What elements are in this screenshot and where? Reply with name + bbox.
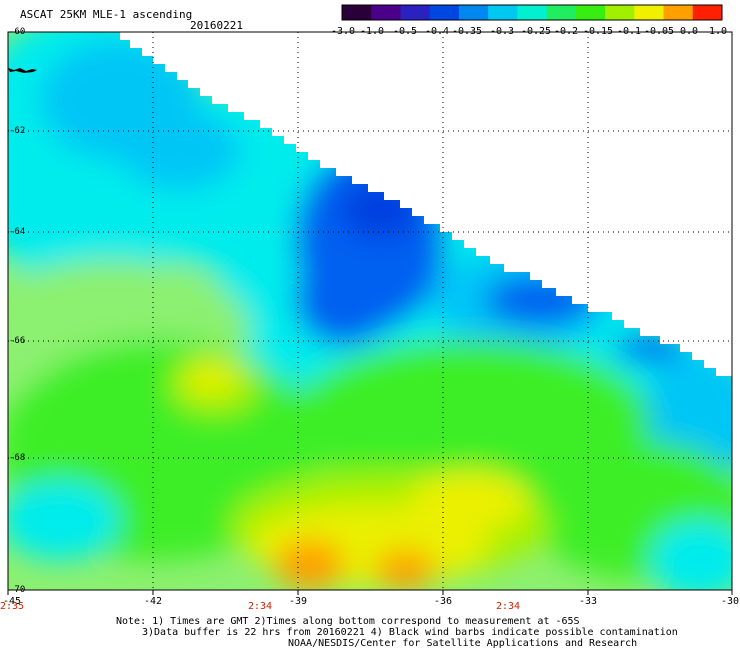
colorbar-label: -0.05 <box>643 26 675 37</box>
lon-label: -30 <box>720 596 740 607</box>
lat-label: -60 <box>9 27 26 37</box>
colorbar-label: -0.5 <box>392 26 418 37</box>
colorbar-swatch <box>546 5 577 20</box>
field-patch <box>375 550 435 590</box>
map-frame <box>7 31 733 591</box>
field-patch <box>615 334 685 362</box>
lon-label: -36 <box>433 596 453 607</box>
colorbar-swatch <box>517 5 548 20</box>
field-patch <box>120 110 240 190</box>
lat-label: -66 <box>9 336 26 346</box>
colorbar-swatch <box>605 5 635 20</box>
colorbar-label: -0.3 <box>489 26 515 37</box>
lat-label: -70 <box>9 585 26 595</box>
colorbar-label: -1.0 <box>359 26 385 37</box>
field-patch <box>185 362 235 394</box>
swath-field <box>8 32 732 590</box>
field-patch <box>340 180 420 240</box>
colorbar-label: 0.0 <box>679 26 699 37</box>
colorbar-label: -0.15 <box>582 26 614 37</box>
colorbar-label: -0.2 <box>553 26 579 37</box>
field-patch <box>275 540 345 590</box>
lon-label: -39 <box>288 596 308 607</box>
colorbar-label: 1.0 <box>708 26 728 37</box>
graticule <box>7 32 733 595</box>
colorbar-label: -0.4 <box>424 26 450 37</box>
lon-label: -45 <box>2 596 22 607</box>
field-patch <box>8 480 120 560</box>
colorbar-swatch <box>663 5 694 20</box>
note-line-2: 3)Data buffer is 22 hrs from 20160221 4)… <box>142 627 678 638</box>
field-patch <box>290 340 650 500</box>
lon-label: -42 <box>143 596 163 607</box>
coastline-fragment <box>8 68 37 73</box>
field-patch <box>410 470 530 530</box>
field-patch <box>650 520 732 590</box>
note-line-3: NOAA/NESDIS/Center for Satellite Applica… <box>288 638 638 649</box>
lat-label: -64 <box>9 227 26 237</box>
colorbar-swatch <box>458 5 489 20</box>
map-title: ASCAT 25KM MLE-1 ascending <box>20 8 193 21</box>
note-line-1: Note: 1) Times are GMT 2)Times along bot… <box>116 616 580 627</box>
time-label: 2:35 <box>0 601 25 612</box>
map-date: 20160221 <box>190 19 243 32</box>
colorbar-label: -0.35 <box>451 26 483 37</box>
colorbar-swatch <box>371 5 401 20</box>
colorbar-swatch <box>400 5 431 20</box>
field-patch <box>485 275 595 325</box>
colorbar-swatch <box>634 5 665 20</box>
lon-label: -33 <box>578 596 598 607</box>
lat-label: -62 <box>9 126 26 136</box>
field-patch <box>295 255 395 345</box>
colorbar-swatch <box>342 5 372 20</box>
colorbar-label: -0.1 <box>616 26 642 37</box>
time-label: 2:34 <box>247 601 273 612</box>
colorbar-label: -3.0 <box>330 26 356 37</box>
colorbar-label: -0.25 <box>520 26 552 37</box>
colorbar-swatch <box>429 5 460 20</box>
colorbar <box>341 4 723 21</box>
colorbar-swatch <box>692 5 723 20</box>
colorbar-swatch <box>488 5 518 20</box>
time-label: 2:34 <box>495 601 521 612</box>
lat-label: -68 <box>9 453 26 463</box>
colorbar-swatch <box>575 5 606 20</box>
